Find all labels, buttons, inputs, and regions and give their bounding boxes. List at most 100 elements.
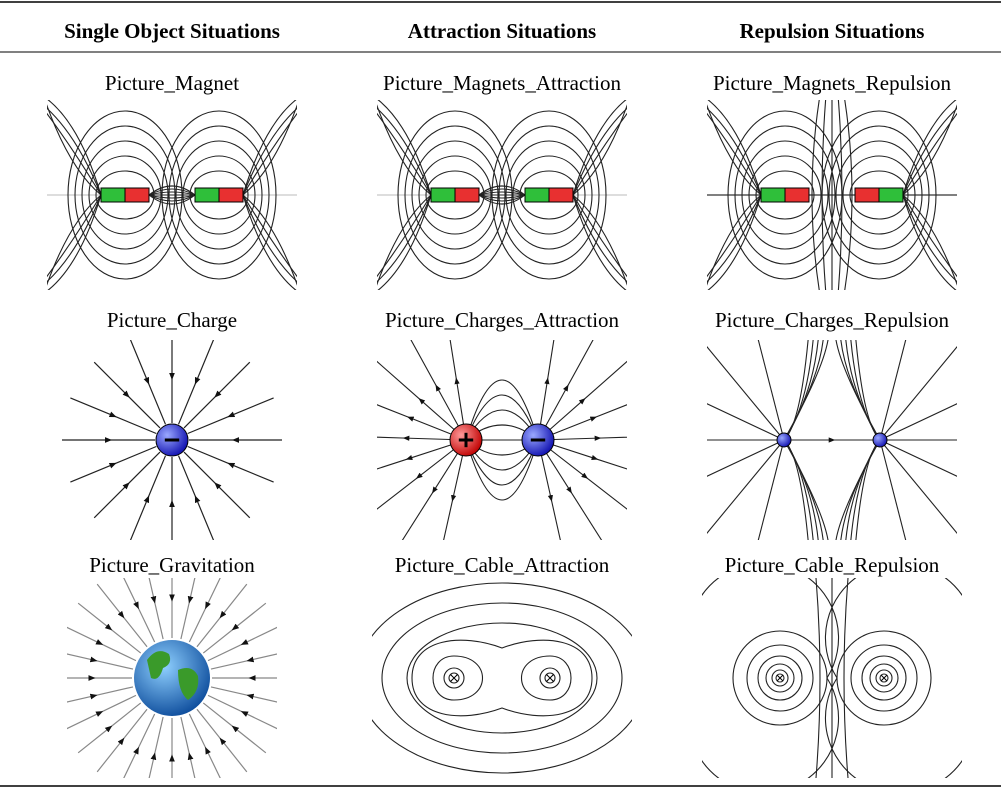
field-line <box>148 194 196 205</box>
field-line <box>879 340 907 441</box>
field-loop <box>734 125 836 265</box>
wire-ring <box>757 655 803 701</box>
field-line <box>207 626 277 662</box>
field-loop <box>741 140 829 250</box>
field-line <box>707 194 762 278</box>
wire-ring <box>879 673 889 683</box>
field-line <box>835 439 881 540</box>
wire-ring <box>850 644 918 712</box>
field-line <box>377 194 432 283</box>
field-line <box>783 340 829 441</box>
field-line <box>148 191 196 196</box>
field-line <box>707 104 762 196</box>
field-line <box>840 340 881 441</box>
field-line <box>783 340 819 441</box>
field-line <box>572 194 627 286</box>
magnet-S <box>878 187 904 203</box>
field-line <box>210 653 277 670</box>
picture <box>377 100 627 290</box>
field-line <box>707 112 762 196</box>
field-line <box>572 107 627 196</box>
picture <box>707 340 957 540</box>
field-line <box>855 340 881 441</box>
field-line <box>845 439 881 540</box>
charge <box>776 432 792 448</box>
field-line <box>707 439 785 534</box>
field-line <box>47 194 102 283</box>
field-line <box>123 713 156 778</box>
field-line <box>478 194 526 199</box>
field-line <box>410 340 467 441</box>
field-loop <box>406 622 598 734</box>
field-line <box>537 340 555 441</box>
field-line <box>77 602 142 654</box>
field-line <box>377 439 467 510</box>
magnet-N <box>124 187 150 203</box>
field-line <box>824 578 962 679</box>
field-line <box>572 194 627 278</box>
field-line <box>202 702 267 754</box>
field-loop <box>842 155 916 235</box>
field-line <box>207 694 277 730</box>
field-line <box>242 194 297 290</box>
illustrations <box>47 100 962 778</box>
field-line <box>67 686 134 703</box>
field-line <box>879 439 957 477</box>
field-line <box>902 112 957 196</box>
field-line <box>537 439 627 470</box>
field-line <box>70 397 157 435</box>
column-header: Repulsion Situations <box>740 19 925 43</box>
cell-caption: Picture_Cable_Attraction <box>395 553 610 577</box>
field-line <box>783 340 824 441</box>
wire-ring <box>861 655 907 701</box>
wire-ring <box>448 672 460 684</box>
picture <box>372 582 632 774</box>
field-line <box>537 439 603 540</box>
magnet-S <box>100 187 126 203</box>
field-line <box>465 394 539 441</box>
field-line <box>148 194 196 202</box>
field-line <box>815 578 821 778</box>
field-line <box>148 185 196 196</box>
field-line <box>537 435 627 441</box>
field-line <box>879 346 957 441</box>
field-line <box>377 194 432 286</box>
magnet-S <box>430 187 456 203</box>
field-line <box>70 445 157 483</box>
field-line <box>47 194 102 290</box>
cell-caption: Picture_Charges_Attraction <box>385 308 620 332</box>
field-loop <box>828 125 930 265</box>
field-line <box>572 112 627 196</box>
field-line <box>96 583 148 648</box>
field-line <box>242 194 297 283</box>
picture <box>377 340 627 540</box>
field-line <box>707 107 762 196</box>
field-line <box>707 194 762 286</box>
field-line <box>177 340 215 425</box>
field-line <box>537 439 561 540</box>
field-line <box>902 194 957 290</box>
field-line <box>572 104 627 196</box>
field-line <box>757 439 785 540</box>
field-line <box>196 708 248 773</box>
field-line <box>902 104 957 196</box>
field-line <box>783 340 809 441</box>
field-line <box>443 439 467 540</box>
field-line <box>521 655 572 701</box>
field-line <box>537 340 594 441</box>
field-line <box>478 194 526 205</box>
field-line <box>707 194 762 290</box>
field-line <box>478 185 526 196</box>
cell-caption: Picture_Magnets_Attraction <box>383 71 621 95</box>
picture <box>67 578 277 778</box>
field-line <box>67 653 134 670</box>
field-line <box>148 194 196 199</box>
field-line <box>783 439 824 540</box>
field-line <box>377 404 467 441</box>
magnet-N <box>548 187 574 203</box>
field-line <box>242 100 297 196</box>
wire-ring <box>775 673 785 683</box>
magnet-N <box>454 187 480 203</box>
field-line <box>183 361 251 429</box>
